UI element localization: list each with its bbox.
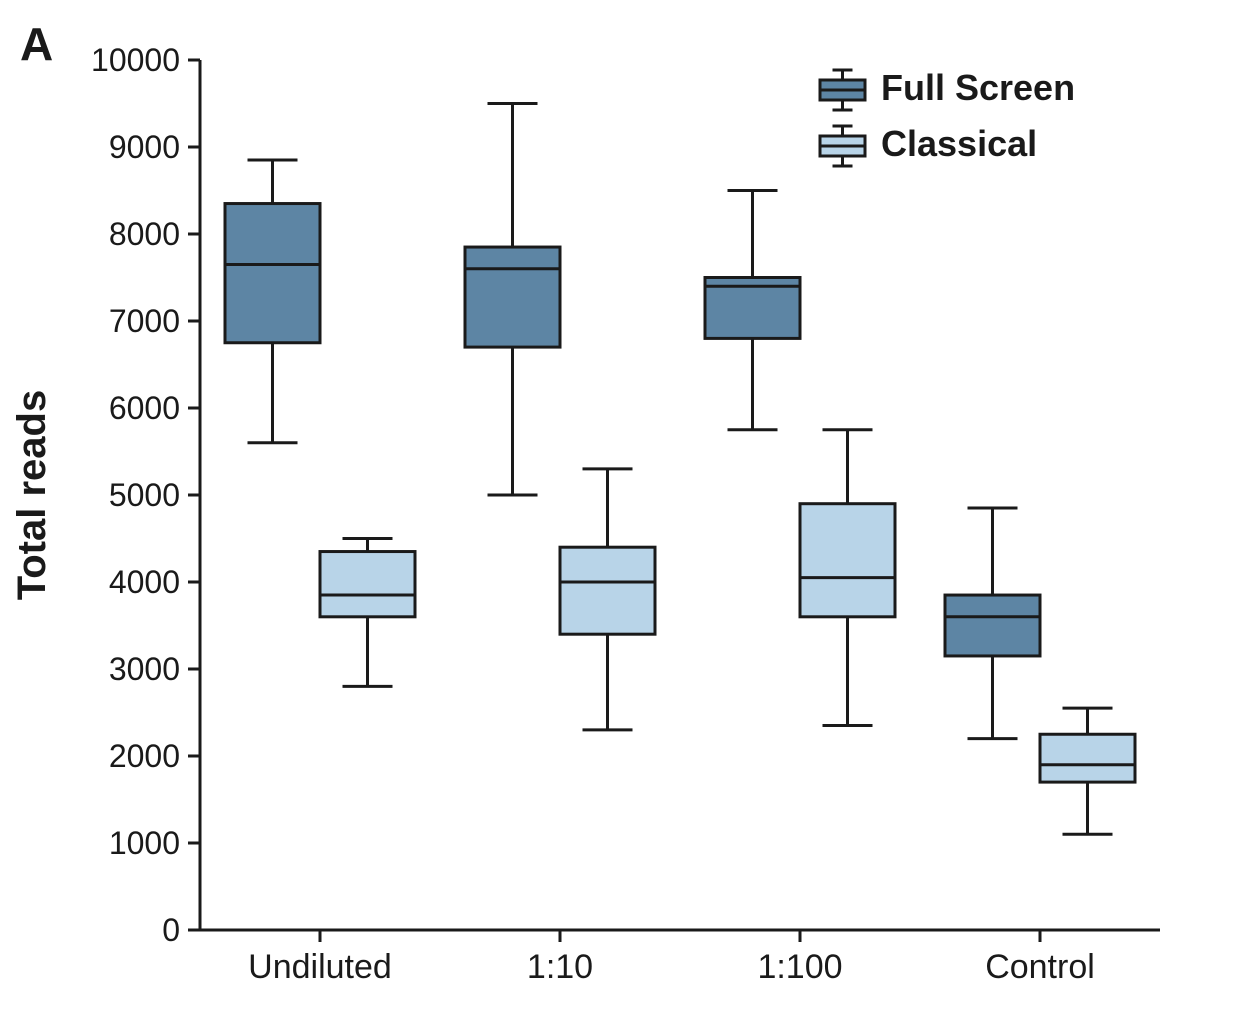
y-tick-label: 4000 (109, 564, 180, 600)
boxplot-box (225, 160, 320, 443)
y-tick-label: 3000 (109, 651, 180, 687)
y-tick-label: 7000 (109, 303, 180, 339)
legend-item: Classical (820, 123, 1037, 166)
y-axis-title: Total reads (10, 390, 54, 600)
boxplot-box (320, 539, 415, 687)
y-tick-label: 0 (162, 912, 180, 948)
boxplot-box (1040, 708, 1135, 834)
y-tick-label: 9000 (109, 129, 180, 165)
x-tick-label: 1:10 (527, 948, 593, 986)
y-tick-label: 8000 (109, 216, 180, 252)
boxplot-box (705, 191, 800, 430)
boxplot-box (800, 430, 895, 726)
legend-label: Classical (881, 123, 1037, 164)
y-tick-label: 1000 (109, 825, 180, 861)
x-tick-label: 1:100 (757, 948, 842, 986)
boxplot-chart: A 0 1000 2000 3000 4000 5000 6000 7000 8000 9000 10… (0, 0, 1241, 1017)
y-tick-label: 5000 (109, 477, 180, 513)
legend-item: Full Screen (820, 67, 1075, 110)
y-tick-label: 2000 (109, 738, 180, 774)
boxplot-box (560, 469, 655, 730)
panel-label: A (20, 18, 53, 70)
boxplot-box (465, 104, 560, 496)
legend-label: Full Screen (881, 67, 1075, 108)
boxplot-box (945, 508, 1040, 739)
x-tick-label: Control (985, 948, 1095, 986)
y-tick-label: 6000 (109, 390, 180, 426)
x-tick-label: Undiluted (248, 948, 392, 986)
y-tick-label: 10000 (91, 42, 180, 78)
